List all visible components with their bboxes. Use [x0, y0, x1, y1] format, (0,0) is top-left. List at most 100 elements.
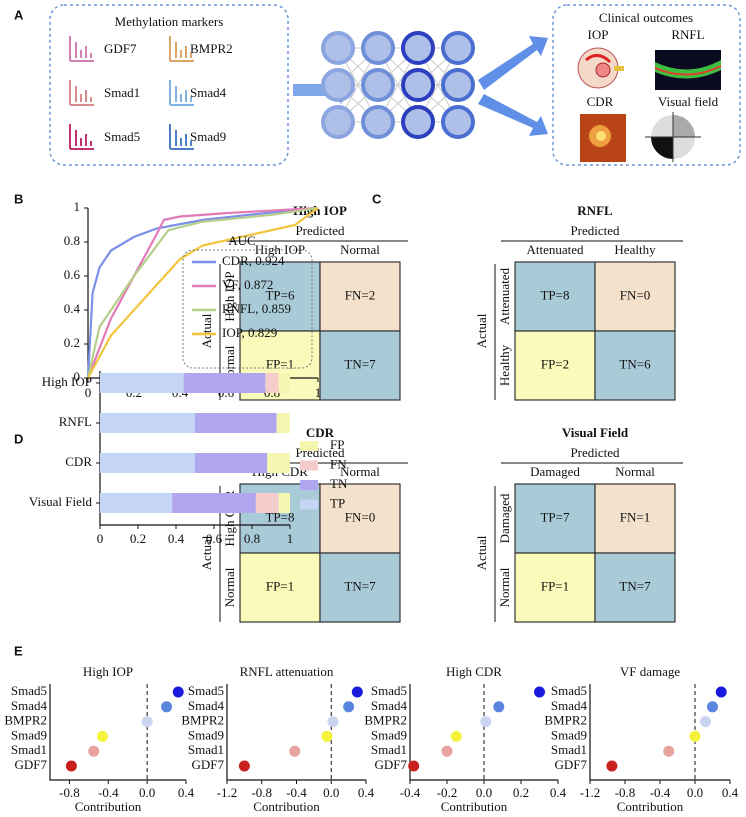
matrix-cell — [319, 261, 401, 332]
net-node — [361, 105, 395, 139]
bar-segment — [255, 493, 279, 513]
legend-label: RNFL, 0.859 — [222, 301, 291, 316]
net-node — [321, 31, 355, 65]
cdr-image — [580, 114, 626, 162]
matrix-title: High IOP — [293, 203, 347, 218]
bar-segment — [195, 453, 268, 473]
box-title: Clinical outcomes — [599, 10, 693, 25]
dot — [327, 716, 339, 728]
predicted-label: Predicted — [570, 445, 620, 460]
matrix-cell — [594, 330, 676, 401]
outcome-label: IOP — [588, 27, 609, 42]
dot — [238, 760, 250, 772]
category-label: CDR — [65, 454, 92, 469]
subplot-title: High CDR — [446, 664, 502, 679]
bar-segment — [276, 413, 290, 433]
actual-label: Actual — [474, 535, 489, 570]
column-label: Normal — [615, 464, 655, 479]
x-tick-label: -1.2 — [217, 785, 238, 800]
y-tick-label: 0.2 — [64, 335, 80, 350]
x-tick-label: 0.2 — [130, 531, 146, 546]
dot — [480, 716, 492, 728]
predicted-label: Predicted — [570, 223, 620, 238]
actual-label: Actual — [474, 313, 489, 348]
x-tick-label: 0.4 — [168, 531, 185, 546]
x-axis-label: Contribution — [75, 799, 142, 814]
x-tick-label: 0.4 — [722, 785, 739, 800]
net-node — [401, 68, 435, 102]
dot — [493, 701, 505, 713]
dot — [141, 716, 153, 728]
dot — [88, 745, 100, 757]
category-label: GDF7 — [14, 757, 47, 772]
marker-icon — [169, 36, 194, 62]
bar-segment — [100, 453, 195, 473]
dot — [707, 701, 718, 713]
column-label: Healthy — [614, 242, 656, 257]
output-arrow — [478, 36, 548, 90]
net-node — [321, 68, 355, 102]
category-label: Smad1 — [188, 742, 224, 757]
dot — [450, 730, 462, 742]
category-label: Smad1 — [371, 742, 407, 757]
bar-segment — [267, 453, 290, 473]
dot — [441, 745, 453, 757]
marker-icon — [69, 36, 94, 62]
cell-label: FN=0 — [620, 287, 650, 302]
matrix-cell — [319, 552, 401, 623]
x-tick-label: -0.4 — [650, 785, 671, 800]
legend-label: TP — [330, 495, 345, 510]
x-tick-label: 1 — [287, 531, 294, 546]
category-label: Smad9 — [371, 727, 407, 742]
category-label: Smad1 — [551, 742, 587, 757]
category-label: Smad5 — [188, 683, 224, 698]
cell-label: FP=2 — [541, 356, 569, 371]
category-label: Smad4 — [11, 698, 48, 713]
net-node — [441, 31, 475, 65]
x-tick-label: 0.4 — [178, 785, 195, 800]
rnfl-image — [654, 50, 722, 90]
marker-icon — [69, 80, 94, 106]
subplot-title: High IOP — [83, 664, 133, 679]
cell-label: FP=1 — [541, 578, 569, 593]
category-label: GDF7 — [374, 757, 407, 772]
dot — [663, 745, 675, 757]
category-label: BMPR2 — [4, 713, 47, 728]
x-tick-label: -0.2 — [437, 785, 458, 800]
x-tick-label: 1 — [315, 385, 322, 400]
x-tick-label: 0.0 — [323, 785, 339, 800]
cell-label: TP=6 — [265, 287, 295, 302]
marker-name: Smad1 — [104, 85, 140, 100]
roc-curve — [86, 206, 319, 379]
bar-segment — [183, 373, 266, 393]
matrix-cell — [594, 552, 676, 623]
matrix-cell — [514, 330, 596, 401]
x-tick-label: -0.8 — [251, 785, 272, 800]
cell-label: FN=2 — [345, 287, 375, 302]
column-label: Damaged — [530, 464, 580, 479]
panel-label: A — [14, 7, 24, 22]
category-label: Smad9 — [188, 727, 224, 742]
x-tick-label: 0 — [85, 385, 92, 400]
dot — [172, 686, 184, 698]
x-tick-label: -0.4 — [286, 785, 307, 800]
cell-label: FP=1 — [266, 578, 294, 593]
cell-label: TN=7 — [344, 356, 376, 371]
actual-label: Actual — [199, 535, 214, 570]
panel-label: E — [14, 643, 23, 658]
roc-curve — [86, 206, 319, 379]
column-label: High IOP — [255, 242, 305, 257]
category-label: Smad9 — [551, 727, 587, 742]
subplot-title: VF damage — [620, 664, 681, 679]
net-node — [401, 31, 435, 65]
bar-segment — [100, 373, 184, 393]
category-label: Visual Field — [29, 494, 93, 509]
outcome-label: Visual field — [658, 94, 719, 109]
category-label: Smad5 — [371, 683, 407, 698]
net-node — [441, 68, 475, 102]
x-tick-label: 0.0 — [139, 785, 155, 800]
matrix-title: RNFL — [577, 203, 613, 218]
category-label: Smad5 — [551, 683, 587, 698]
row-label: Damaged — [497, 493, 512, 543]
